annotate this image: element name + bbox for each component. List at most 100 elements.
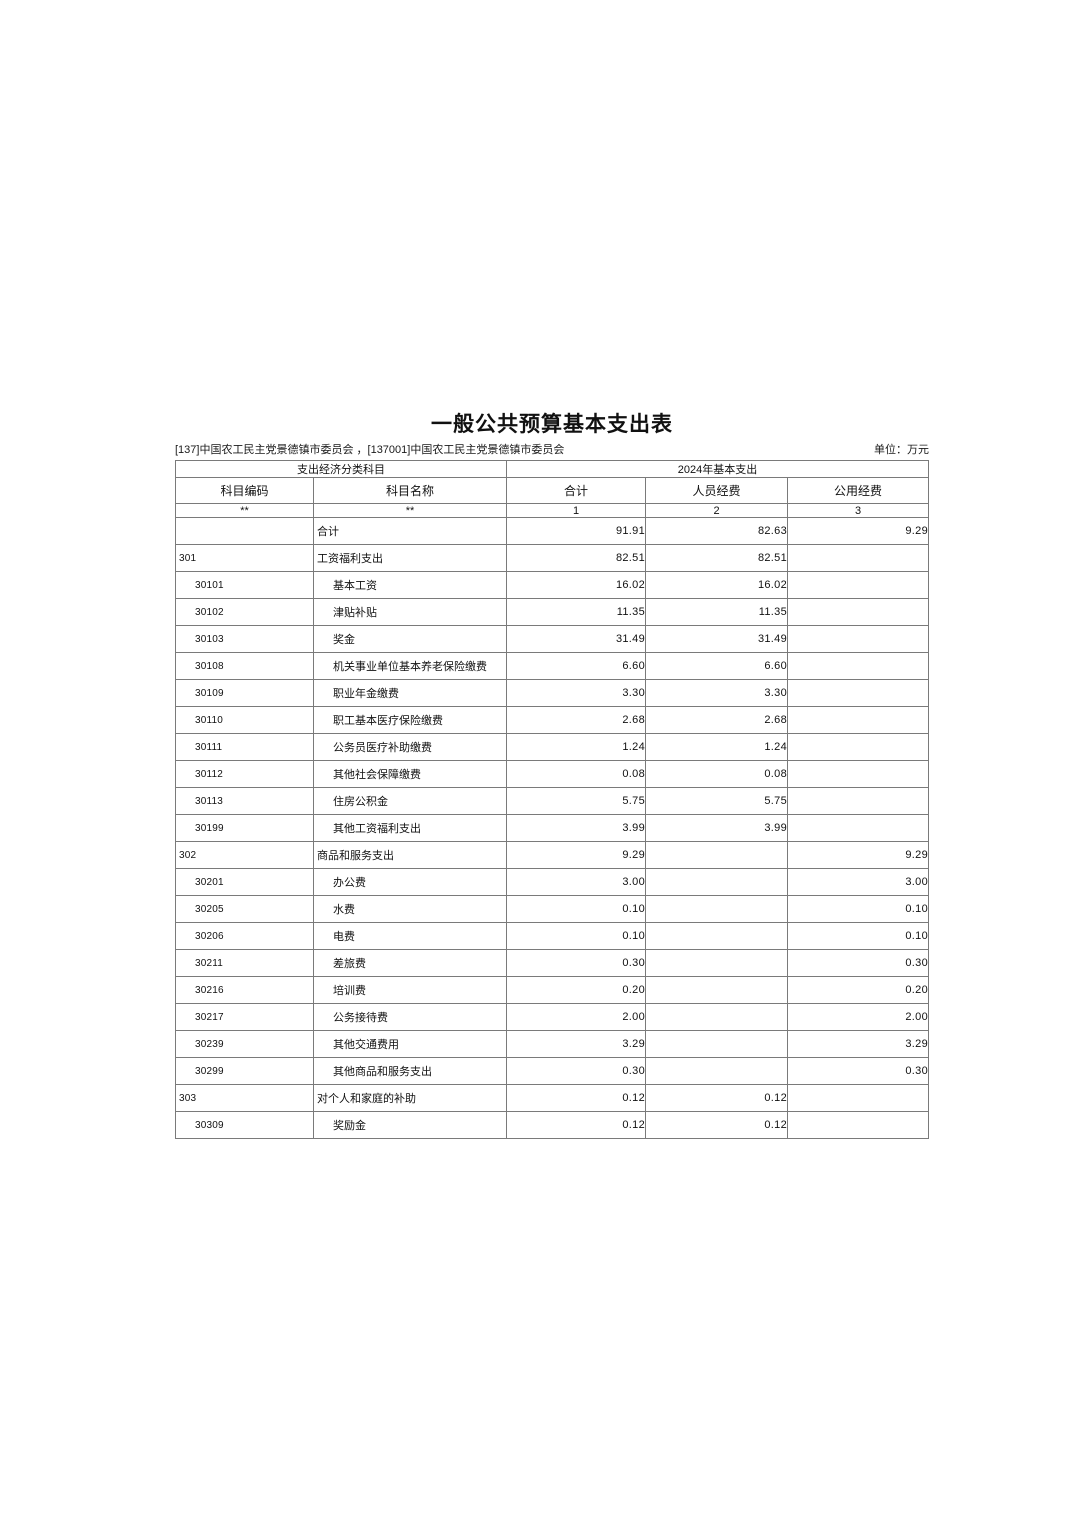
cell-total: 9.29 (506, 841, 646, 870)
table-row: 30239 其他交通费用 3.29 3.29 (175, 1030, 929, 1059)
cell-total: 16.02 (506, 571, 646, 600)
cell-public-expense (787, 733, 929, 762)
cell-subject-name: 机关事业单位基本养老保险缴费 (313, 652, 507, 681)
cell-subject-code: 302 (175, 841, 314, 870)
cell-public-expense (787, 679, 929, 708)
column-index-public: 3 (787, 503, 929, 519)
table-column-header-row: 科目编码 科目名称 合计 人员经费 公用经费 (175, 477, 929, 505)
table-column-index-row: ** ** 1 2 3 (175, 503, 929, 519)
cell-public-expense (787, 787, 929, 816)
cell-public-expense: 3.00 (787, 868, 929, 897)
cell-personnel-expense (645, 922, 788, 951)
cell-personnel-expense: 0.12 (645, 1084, 788, 1113)
cell-subject-code: 30110 (175, 706, 314, 735)
cell-subject-name: 电费 (313, 922, 507, 951)
cell-total: 3.30 (506, 679, 646, 708)
page-title: 一般公共预算基本支出表 (431, 412, 673, 436)
column-header-public: 公用经费 (787, 477, 929, 505)
cell-subject-name: 公务员医疗补助缴费 (313, 733, 507, 762)
cell-subject-code: 301 (175, 544, 314, 573)
cell-personnel-expense (645, 868, 788, 897)
table-row: 302 商品和服务支出 9.29 9.29 (175, 841, 929, 870)
cell-subject-name: 培训费 (313, 976, 507, 1005)
cell-total: 3.29 (506, 1030, 646, 1059)
table-row: 30199 其他工资福利支出 3.99 3.99 (175, 814, 929, 843)
column-index-name: ** (313, 503, 507, 519)
cell-total: 6.60 (506, 652, 646, 681)
cell-subject-name: 其他社会保障缴费 (313, 760, 507, 789)
cell-personnel-expense (645, 1030, 788, 1059)
cell-subject-name: 合计 (313, 517, 507, 546)
cell-subject-code: 30108 (175, 652, 314, 681)
cell-subject-code: 303 (175, 1084, 314, 1113)
cell-subject-name: 商品和服务支出 (313, 841, 507, 870)
table-row: 30216 培训费 0.20 0.20 (175, 976, 929, 1005)
column-index-code: ** (175, 503, 314, 519)
cell-public-expense (787, 706, 929, 735)
cell-subject-name: 水费 (313, 895, 507, 924)
cell-total: 31.49 (506, 625, 646, 654)
table-row: 30108 机关事业单位基本养老保险缴费 6.60 6.60 (175, 652, 929, 681)
cell-subject-code: 30201 (175, 868, 314, 897)
cell-personnel-expense (645, 841, 788, 870)
table-row: 30309 奖励金 0.12 0.12 (175, 1111, 929, 1140)
cell-subject-name: 奖金 (313, 625, 507, 654)
cell-personnel-expense: 31.49 (645, 625, 788, 654)
document-page: 一般公共预算基本支出表 [137]中国农工民主党景德镇市委员会 ，[137001… (175, 412, 929, 1140)
column-header-personnel: 人员经费 (645, 477, 788, 505)
cell-public-expense: 0.20 (787, 976, 929, 1005)
column-header-total: 合计 (506, 477, 646, 505)
cell-total: 11.35 (506, 598, 646, 627)
cell-personnel-expense (645, 1003, 788, 1032)
cell-personnel-expense: 1.24 (645, 733, 788, 762)
cell-public-expense (787, 625, 929, 654)
cell-subject-name: 其他交通费用 (313, 1030, 507, 1059)
cell-subject-code: 30103 (175, 625, 314, 654)
cell-personnel-expense (645, 976, 788, 1005)
cell-personnel-expense: 82.63 (645, 517, 788, 546)
cell-total: 91.91 (506, 517, 646, 546)
cell-public-expense (787, 598, 929, 627)
table-row: 30102 津贴补贴 11.35 11.35 (175, 598, 929, 627)
table-row: 30299 其他商品和服务支出 0.30 0.30 (175, 1057, 929, 1086)
cell-subject-name: 其他工资福利支出 (313, 814, 507, 843)
cell-subject-name: 办公费 (313, 868, 507, 897)
cell-personnel-expense: 5.75 (645, 787, 788, 816)
document-meta: [137]中国农工民主党景德镇市委员会 ，[137001]中国农工民主党景德镇市… (175, 444, 929, 457)
table-row: 30101 基本工资 16.02 16.02 (175, 571, 929, 600)
cell-public-expense: 0.30 (787, 1057, 929, 1086)
cell-public-expense (787, 571, 929, 600)
cell-personnel-expense: 2.68 (645, 706, 788, 735)
budget-expenditure-table: 支出经济分类科目 2024年基本支出 科目编码 科目名称 合计 人员经费 公用经… (175, 460, 929, 1140)
cell-subject-code: 30205 (175, 895, 314, 924)
table-row: 30217 公务接待费 2.00 2.00 (175, 1003, 929, 1032)
cell-subject-code: 30112 (175, 760, 314, 789)
entity-line: [137]中国农工民主党景德镇市委员会 ，[137001]中国农工民主党景德镇市… (175, 444, 565, 457)
cell-subject-name: 公务接待费 (313, 1003, 507, 1032)
cell-subject-code: 30109 (175, 679, 314, 708)
cell-subject-name: 奖励金 (313, 1111, 507, 1140)
cell-subject-name: 住房公积金 (313, 787, 507, 816)
cell-total: 3.00 (506, 868, 646, 897)
cell-personnel-expense (645, 895, 788, 924)
table-row: 30112 其他社会保障缴费 0.08 0.08 (175, 760, 929, 789)
cell-total: 1.24 (506, 733, 646, 762)
cell-subject-code: 30216 (175, 976, 314, 1005)
cell-subject-code (175, 517, 314, 546)
cell-subject-code: 30299 (175, 1057, 314, 1086)
cell-total: 2.68 (506, 706, 646, 735)
cell-subject-code: 30239 (175, 1030, 314, 1059)
table-row: 30205 水费 0.10 0.10 (175, 895, 929, 924)
column-index-personnel: 2 (645, 503, 788, 519)
table-row: 303 对个人和家庭的补助 0.12 0.12 (175, 1084, 929, 1113)
cell-public-expense (787, 652, 929, 681)
cell-total: 0.12 (506, 1111, 646, 1140)
cell-total: 0.08 (506, 760, 646, 789)
cell-subject-code: 30309 (175, 1111, 314, 1140)
cell-public-expense: 2.00 (787, 1003, 929, 1032)
cell-subject-name: 其他商品和服务支出 (313, 1057, 507, 1086)
cell-subject-name: 津贴补贴 (313, 598, 507, 627)
cell-public-expense: 0.30 (787, 949, 929, 978)
table-row: 30211 差旅费 0.30 0.30 (175, 949, 929, 978)
cell-public-expense: 9.29 (787, 841, 929, 870)
